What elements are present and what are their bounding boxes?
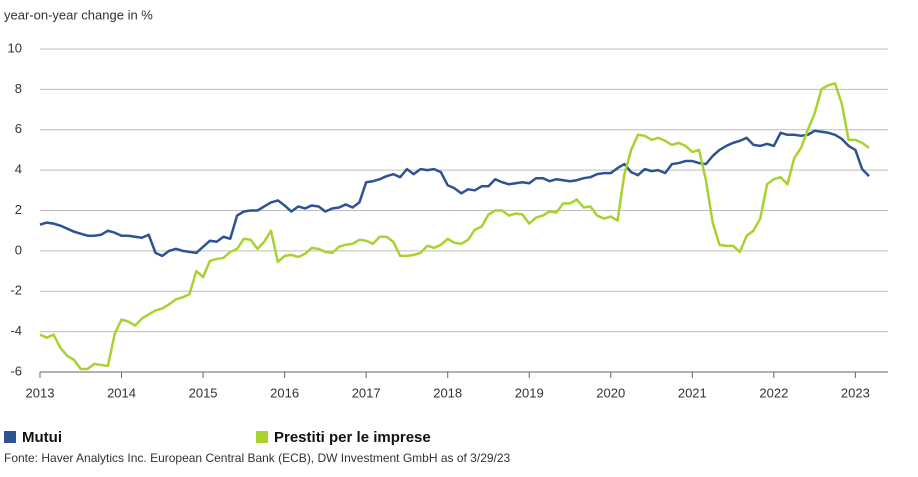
x-tick-label: 2014 bbox=[107, 385, 136, 400]
legend-swatch bbox=[256, 431, 268, 443]
y-tick-label: -2 bbox=[10, 283, 22, 298]
x-tick-label: 2020 bbox=[596, 385, 625, 400]
y-tick-label: 0 bbox=[15, 242, 22, 257]
series-line bbox=[39, 129, 870, 258]
y-tick-label: 2 bbox=[15, 202, 22, 217]
y-axis-label: year-on-year change in % bbox=[4, 7, 153, 22]
x-tick-label: 2013 bbox=[26, 385, 55, 400]
y-tick-label: -4 bbox=[10, 323, 22, 338]
x-tick-label: 2015 bbox=[189, 385, 218, 400]
y-tick-label: 6 bbox=[15, 121, 22, 136]
y-tick-label: 8 bbox=[15, 81, 22, 96]
legend-label: Mutui bbox=[22, 429, 62, 446]
legend-swatch bbox=[4, 431, 16, 443]
source: Fonte: Haver Analytics Inc. European Cen… bbox=[4, 451, 511, 465]
legend-label: Prestiti per le imprese bbox=[274, 429, 431, 446]
x-tick-label: 2021 bbox=[678, 385, 707, 400]
y-tick-label: 4 bbox=[15, 162, 22, 177]
series-line bbox=[39, 82, 870, 371]
y-tick-label: 10 bbox=[8, 40, 22, 55]
x-tick-label: 2022 bbox=[759, 385, 788, 400]
x-tick-label: 2018 bbox=[433, 385, 462, 400]
x-tick-label: 2017 bbox=[352, 385, 381, 400]
x-tick-label: 2019 bbox=[515, 385, 544, 400]
y-tick-label: -6 bbox=[10, 363, 22, 378]
x-tick-label: 2023 bbox=[841, 385, 870, 400]
x-tick-label: 2016 bbox=[270, 385, 299, 400]
